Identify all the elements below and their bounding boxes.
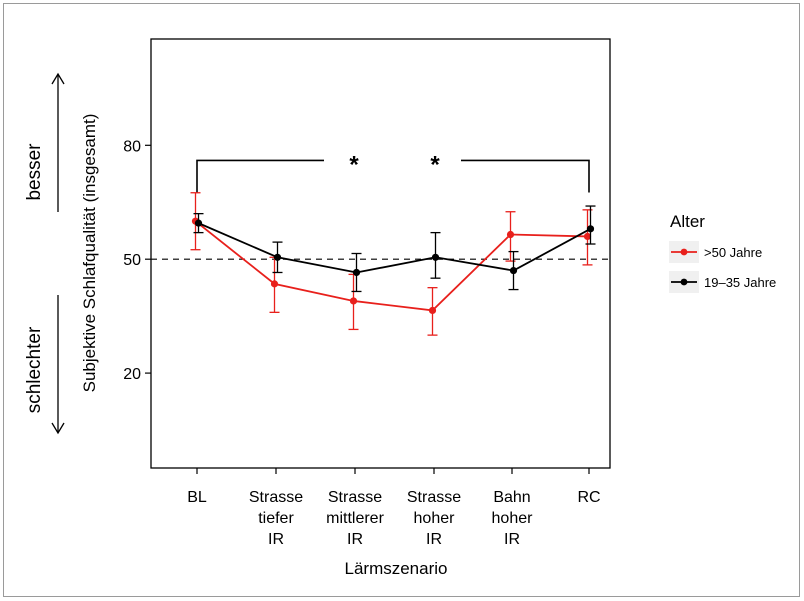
arrow-down-head — [51, 422, 65, 435]
data-point — [349, 297, 358, 305]
y-tick-label: 80 — [123, 138, 141, 155]
data-point — [506, 230, 515, 239]
side-label-down: schlechter — [24, 326, 45, 413]
y-axis-label: Subjektive Schlafqualität (insgesamt) — [80, 114, 99, 393]
x-tick-label: Strasse tiefer IR — [249, 489, 303, 548]
legend-label: 19–35 Jahre — [704, 275, 776, 290]
data-point — [583, 232, 592, 241]
legend: Alter >50 Jahre 19–35 Jahre — [669, 212, 776, 293]
legend-title: Alter — [670, 212, 705, 231]
data-point — [509, 266, 518, 275]
arrow-up-head — [51, 72, 65, 85]
x-tick-label: RC — [577, 489, 600, 506]
series-line — [194, 220, 588, 312]
x-tick-label: BL — [187, 489, 207, 506]
y-tick-label: 50 — [123, 252, 141, 269]
x-tick-label: Bahn hoher IR — [492, 489, 534, 548]
bracket-right — [461, 159, 590, 193]
x-tick-label: Strasse mittlerer IR — [326, 489, 384, 548]
data-point — [273, 253, 282, 261]
data-point — [428, 306, 437, 315]
legend-label: >50 Jahre — [704, 245, 762, 260]
legend-key-point — [680, 278, 688, 286]
significance-marker: * — [430, 151, 440, 178]
series-line — [198, 222, 591, 274]
legend-key-point — [680, 248, 688, 256]
significance-marker: * — [349, 151, 359, 178]
data-point — [270, 280, 279, 288]
data-point — [194, 219, 203, 227]
x-axis-label: Lärmszenario — [345, 559, 448, 578]
plot-area — [150, 38, 611, 469]
bracket-left — [196, 159, 324, 193]
side-label-up: besser — [24, 143, 45, 201]
y-tick-label: 20 — [123, 366, 141, 383]
data-point — [586, 225, 595, 233]
x-tick-label: Strasse hoher IR — [407, 489, 461, 548]
data-point — [431, 253, 440, 261]
data-point — [352, 268, 361, 277]
